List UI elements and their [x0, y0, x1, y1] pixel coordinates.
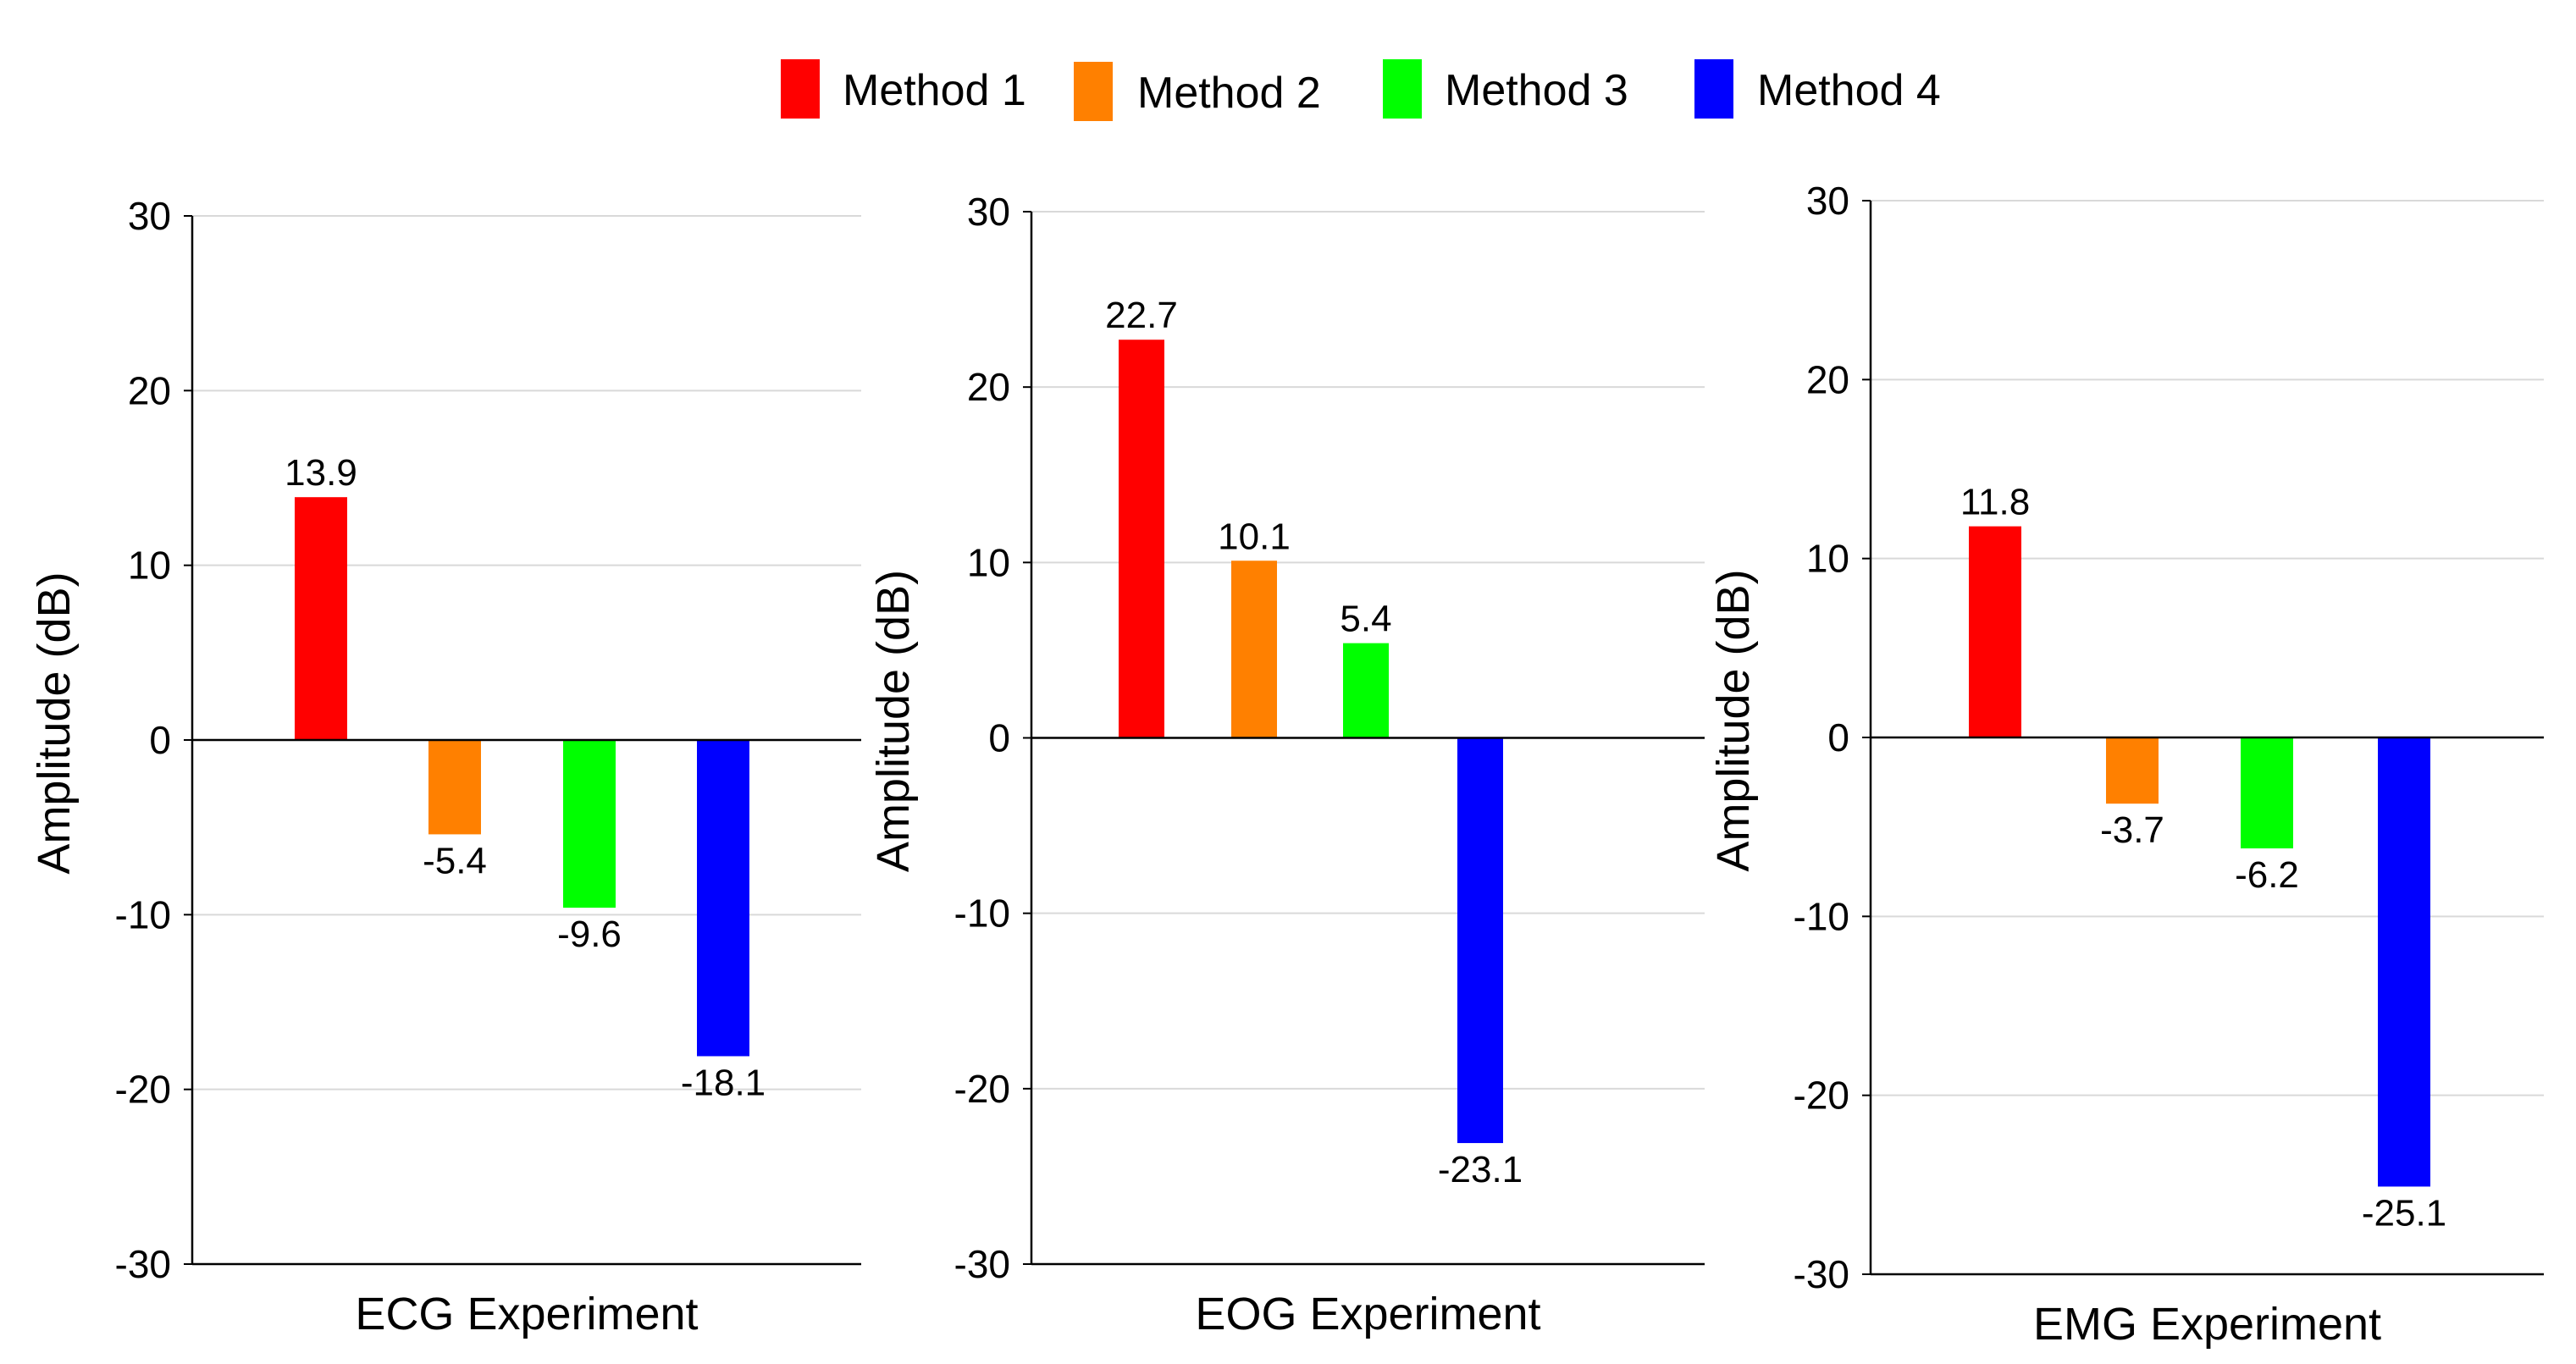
y-tick-label: -10	[1794, 894, 1849, 938]
y-tick-label: 30	[1806, 179, 1849, 223]
data-label-method-1: 22.7	[1105, 295, 1178, 336]
legend: Method 1 Method 2 Method 3 Method 4	[781, 59, 1941, 121]
bar-method-4	[697, 740, 749, 1057]
y-tick-label: 30	[128, 194, 171, 238]
data-label-method-2: -5.4	[423, 840, 487, 881]
y-tick-label: -10	[115, 892, 171, 936]
y-tick-label: -10	[954, 892, 1010, 936]
y-tick-label: -20	[115, 1068, 171, 1112]
data-label-method-1: 11.8	[1960, 482, 2030, 523]
bar-method-2	[428, 740, 481, 835]
y-tick-label: 0	[149, 718, 171, 762]
y-axis-label: Amplitude (dB)	[1708, 569, 1759, 871]
chart-panel-2: 30 20 10 0 -10 -20 -30 22.7 10.1 5.4 -23.1 Amplitud…	[868, 190, 1705, 1339]
y-tick-label: 30	[967, 190, 1010, 234]
bar-method-1	[295, 497, 347, 740]
bar-method-2	[2106, 737, 2159, 804]
legend-swatch	[1694, 59, 1733, 119]
legend-item-method-1: Method 1	[781, 59, 1026, 119]
legend-swatch	[781, 59, 820, 119]
y-tick-label: 20	[967, 365, 1010, 409]
bar-method-4	[2378, 737, 2430, 1187]
bar-method-3	[563, 740, 616, 908]
x-axis-label: EOG Experiment	[1195, 1289, 1540, 1339]
legend-swatch	[1074, 62, 1113, 121]
bar-method-3	[1343, 643, 1389, 738]
data-label-method-4: -18.1	[681, 1062, 766, 1103]
y-tick-label: 20	[128, 368, 171, 412]
legend-label: Method 4	[1757, 66, 1941, 115]
y-tick-label: 10	[967, 540, 1010, 584]
y-axis-label: Amplitude (dB)	[868, 570, 919, 872]
y-tick-label: -30	[115, 1242, 171, 1286]
charts: 30 20 10 0 -10 -20 -30 13.9 -5.4 -9.6 -18.1 Amplitu…	[29, 179, 2544, 1350]
bar-method-4	[1457, 737, 1503, 1144]
y-tick-label: 0	[988, 716, 1010, 760]
legend-label: Method 2	[1137, 69, 1321, 118]
legend-label: Method 1	[843, 66, 1026, 115]
legend-swatch	[1383, 59, 1422, 119]
chart-panel-3: 30 20 10 0 -10 -20 -30 11.8 -3.7 -6.2 -25.1 Amplitu…	[1708, 179, 2544, 1350]
data-label-method-3: 5.4	[1340, 599, 1391, 640]
y-tick-label: -20	[1794, 1074, 1849, 1118]
chart-panel-1: 30 20 10 0 -10 -20 -30 13.9 -5.4 -9.6 -18.1 Amplitu…	[29, 194, 861, 1339]
y-axis-label: Amplitude (dB)	[29, 572, 80, 874]
y-tick-label: 20	[1806, 357, 1849, 401]
y-tick-label: 10	[128, 544, 171, 588]
data-label-method-4: -25.1	[2362, 1192, 2446, 1234]
x-axis-label: EMG Experiment	[2033, 1299, 2381, 1350]
legend-item-method-3: Method 3	[1383, 59, 1628, 119]
legend-label: Method 3	[1445, 66, 1628, 115]
y-tick-label: 10	[1806, 537, 1849, 581]
bar-method-1	[1969, 526, 2021, 737]
bar-method-3	[2241, 737, 2293, 849]
legend-item-method-4: Method 4	[1694, 59, 1941, 119]
data-label-method-2: -3.7	[2100, 809, 2164, 851]
x-axis-label: ECG Experiment	[355, 1289, 698, 1339]
y-tick-label: -20	[954, 1067, 1010, 1111]
data-label-method-3: -9.6	[557, 914, 622, 955]
bar-method-2	[1231, 561, 1277, 738]
bar-method-1	[1119, 340, 1164, 738]
y-tick-label: -30	[954, 1242, 1010, 1286]
y-tick-label: -30	[1794, 1252, 1849, 1296]
data-label-method-2: 10.1	[1218, 516, 1291, 557]
y-tick-label: 0	[1827, 715, 1849, 759]
data-label-method-4: -23.1	[1438, 1149, 1523, 1190]
legend-item-method-2: Method 2	[1074, 62, 1321, 121]
data-label-method-3: -6.2	[2235, 854, 2299, 896]
data-label-method-1: 13.9	[285, 452, 357, 494]
